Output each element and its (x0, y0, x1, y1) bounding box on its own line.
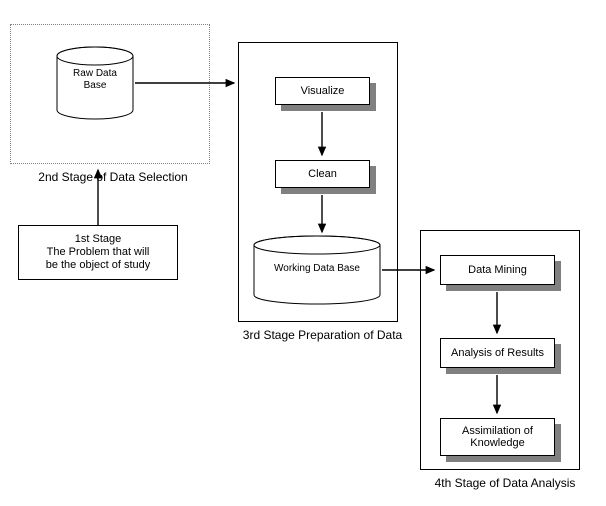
visualize-box: Visualize (275, 77, 370, 105)
clean-box: Clean (275, 160, 370, 188)
assimilation-label: Assimilation ofKnowledge (462, 425, 533, 449)
assimilation-box: Assimilation ofKnowledge (440, 418, 555, 456)
visualize-label: Visualize (301, 85, 345, 97)
raw-db-label: Raw DataBase (55, 68, 135, 91)
working-db-label: Working Data Base (252, 263, 382, 275)
data-mining-label: Data Mining (468, 264, 527, 276)
diagram-canvas: 1st StageThe Problem that willbe the obj… (0, 0, 606, 506)
data-mining-box: Data Mining (440, 255, 555, 285)
stage2-label: 2nd Stage of Data Selection (18, 170, 208, 184)
analysis-results-label: Analysis of Results (451, 347, 544, 359)
stage4-label: 4th Stage of Data Analysis (420, 476, 590, 490)
clean-label: Clean (308, 168, 337, 180)
working-db-cylinder: Working Data Base (252, 235, 382, 305)
stage1-box: 1st StageThe Problem that willbe the obj… (18, 225, 178, 280)
analysis-results-box: Analysis of Results (440, 338, 555, 368)
stage3-label: 3rd Stage Preparation of Data (230, 328, 415, 342)
raw-db-cylinder: Raw DataBase (55, 46, 135, 120)
stage1-label: 1st StageThe Problem that willbe the obj… (46, 233, 151, 273)
